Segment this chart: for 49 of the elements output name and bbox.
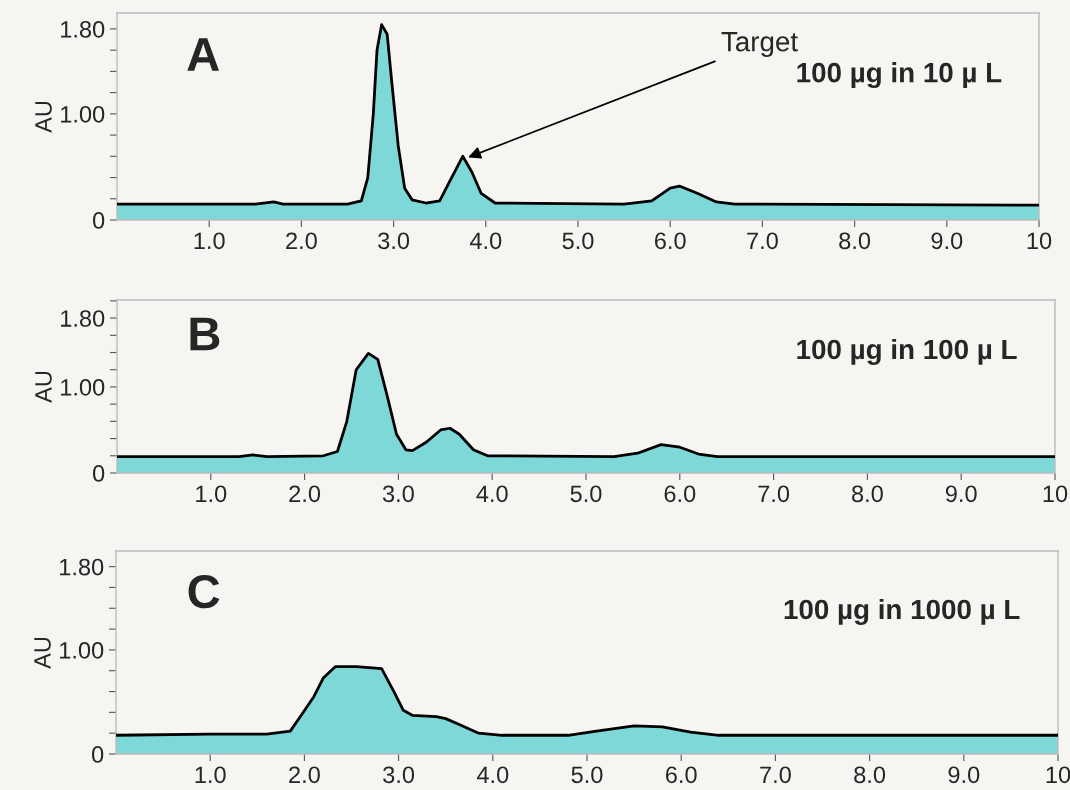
y-axis-title: AU xyxy=(35,101,52,133)
x-tick-label: 10 xyxy=(1027,232,1052,250)
x-tick-label: 1.0 xyxy=(195,766,226,784)
y-tick-label: 1.00 xyxy=(61,379,105,396)
x-tick-label: 7.0 xyxy=(760,766,791,784)
text: 100 µg in 10 µ L xyxy=(797,62,1002,89)
x-tick-label: 6.0 xyxy=(654,232,686,250)
chart-title: C xyxy=(188,574,220,609)
y-tick-label: 0 xyxy=(91,746,104,763)
x-tick-label: 8.0 xyxy=(852,485,883,503)
annotation: Target xyxy=(721,32,798,57)
x-tick-label: 8.0 xyxy=(839,232,871,250)
y-tick-label: 1.80 xyxy=(61,310,105,327)
text: 100 µg in 100 µ L xyxy=(797,338,1017,365)
x-tick-label: 2.0 xyxy=(286,232,317,250)
x-tick-label: 1.0 xyxy=(196,485,227,503)
y-axis-title: AU xyxy=(35,371,52,403)
x-tick-label: 4.0 xyxy=(476,485,508,503)
x-tick-label: 2.0 xyxy=(289,766,320,784)
x-tick-label: 7.0 xyxy=(747,232,778,250)
x-tick-label: 10 xyxy=(1043,485,1068,503)
y-tick-label: 0 xyxy=(92,465,105,482)
x-tick-label: 5.0 xyxy=(570,485,602,503)
x-tick-label: 5.0 xyxy=(562,232,594,250)
x-tick-label: 8.0 xyxy=(854,766,886,784)
y-tick-label: 1.00 xyxy=(61,105,105,123)
x-tick-label: 3.0 xyxy=(383,766,415,784)
y-tick-label: 0 xyxy=(92,212,105,229)
x-tick-label: 3.0 xyxy=(378,232,410,250)
y-tick-label: 1.80 xyxy=(60,558,104,576)
y-tick-label: 1.80 xyxy=(61,20,105,38)
x-tick-label: 3.0 xyxy=(382,485,414,503)
text: 100 µg in 1000 µ L xyxy=(784,598,1020,625)
x-tick-label: 10 xyxy=(1046,766,1070,784)
x-tick-label: 4.0 xyxy=(476,766,509,784)
x-tick-label: 9.0 xyxy=(945,485,977,503)
chart-title: B xyxy=(190,317,220,351)
x-tick-label: 6.0 xyxy=(665,766,697,784)
y-tick-label: 1.00 xyxy=(60,641,104,659)
x-tick-label: 9.0 xyxy=(948,766,980,784)
x-tick-label: 7.0 xyxy=(758,485,790,503)
x-tick-label: 2.0 xyxy=(289,485,321,503)
y-axis-title: AU xyxy=(34,637,51,669)
x-tick-label: 9.0 xyxy=(931,232,963,250)
x-tick-label: 6.0 xyxy=(664,485,696,503)
x-tick-label: 4.0 xyxy=(469,232,502,250)
x-tick-label: 5.0 xyxy=(571,766,603,784)
chart-title: A xyxy=(187,38,220,71)
x-tick-label: 1.0 xyxy=(194,232,225,250)
